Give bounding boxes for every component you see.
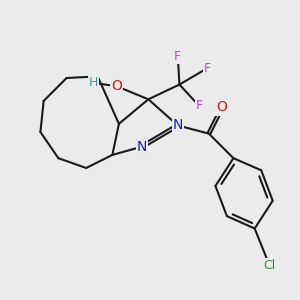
Text: H: H <box>89 76 98 89</box>
Text: F: F <box>204 62 211 75</box>
Text: O: O <box>111 79 122 93</box>
Text: O: O <box>217 100 227 115</box>
Text: N: N <box>136 140 147 154</box>
Text: F: F <box>174 50 182 63</box>
Text: F: F <box>196 99 202 112</box>
Text: N: N <box>172 118 183 133</box>
Text: Cl: Cl <box>263 259 275 272</box>
